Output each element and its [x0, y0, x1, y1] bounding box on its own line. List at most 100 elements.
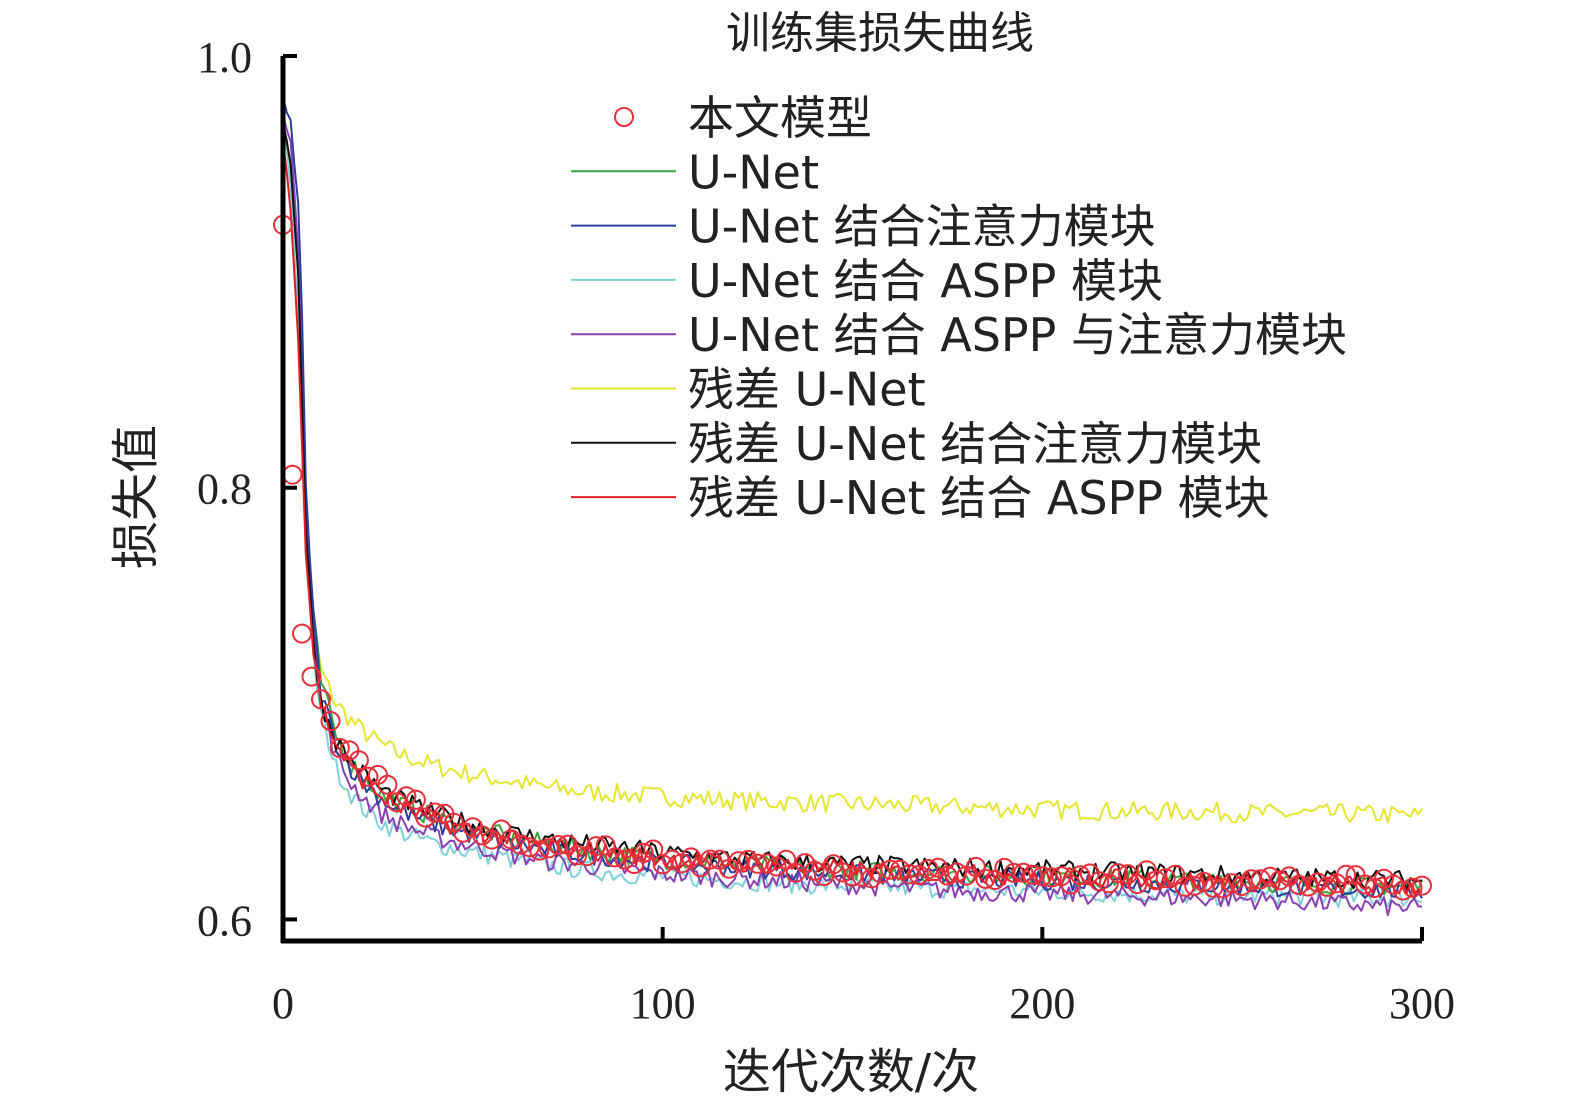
marker-point: [1336, 864, 1357, 885]
marker-point: [643, 839, 664, 860]
series-line-5: [282, 124, 1423, 824]
marker-point: [282, 464, 303, 485]
x-tick-label: 200: [1009, 979, 1075, 1028]
marker-point: [1241, 869, 1262, 890]
marker-point: [453, 822, 474, 843]
marker-point: [1374, 868, 1394, 889]
legend-label-1: U-Net: [688, 145, 819, 199]
marker-point: [1298, 876, 1319, 897]
legend-marker-0: [614, 107, 634, 127]
marker-point: [292, 623, 312, 644]
marker-point: [1260, 866, 1281, 887]
marker-point: [548, 835, 569, 855]
marker-point: [1317, 876, 1338, 897]
legend-label-0: 本文模型: [688, 91, 872, 145]
marker-point: [1003, 862, 1024, 883]
marker-point: [614, 849, 635, 870]
marker-point: [1174, 876, 1195, 897]
x-tick-label: 100: [630, 979, 696, 1028]
marker-point: [1013, 862, 1034, 883]
series-markers-0: [273, 214, 1432, 901]
marker-point: [510, 834, 531, 855]
axes: [280, 56, 1422, 944]
marker-point: [1402, 877, 1423, 898]
marker-point: [424, 802, 445, 823]
y-tick-label: 0.8: [197, 465, 252, 514]
marker-point: [519, 837, 540, 858]
marker-point: [1269, 870, 1290, 891]
marker-point: [1089, 871, 1110, 892]
marker-point: [405, 789, 426, 810]
marker-point: [1146, 870, 1167, 891]
legend-label-3: U-Net 结合 ASPP 模块: [688, 254, 1163, 308]
marker-point: [852, 866, 872, 887]
marker-point: [890, 859, 910, 880]
marker-point: [975, 868, 996, 889]
marker-point: [1070, 865, 1091, 886]
legend-label-4: U-Net 结合 ASPP 与注意力模块: [688, 308, 1347, 362]
marker-point: [842, 866, 863, 887]
marker-point: [320, 711, 341, 731]
marker-point: [529, 840, 550, 861]
marker-point: [804, 860, 825, 881]
marker-point: [1041, 867, 1062, 888]
marker-point: [738, 849, 759, 870]
marker-point: [472, 825, 493, 846]
marker-point: [833, 862, 853, 883]
marker-point: [396, 786, 417, 807]
marker-point: [605, 847, 626, 868]
legend-label-5: 残差 U-Net: [688, 363, 926, 417]
marker-point: [1393, 880, 1413, 901]
marker-point: [994, 857, 1015, 878]
marker-point: [700, 849, 721, 870]
plot-area: [273, 96, 1432, 917]
x-tick-label: 0: [272, 979, 294, 1028]
marker-point: [1022, 864, 1043, 885]
legend-label-6: 残差 U-Net 结合注意力模块: [688, 417, 1262, 471]
marker-point: [567, 845, 588, 866]
marker-point: [1155, 868, 1176, 889]
marker-point: [500, 829, 521, 850]
ticks: 0.6 0.8 1.0 0 100 200 300: [197, 33, 1455, 1028]
y-axis-label: 损失值: [108, 425, 164, 569]
marker-point: [311, 689, 331, 710]
marker-point: [861, 868, 882, 889]
marker-point: [776, 849, 797, 870]
marker-point: [728, 851, 749, 872]
marker-point: [329, 738, 350, 758]
x-tick-label: 300: [1389, 979, 1455, 1028]
marker-point: [633, 842, 654, 863]
marker-point: [1212, 878, 1233, 899]
marker-point: [1307, 872, 1328, 893]
marker-point: [1184, 875, 1205, 896]
marker-point: [662, 849, 683, 870]
marker-point: [377, 774, 398, 795]
marker-point: [1412, 875, 1432, 896]
marker-point: [747, 853, 768, 874]
marker-point: [946, 862, 967, 883]
marker-point: [757, 853, 778, 874]
marker-point: [586, 836, 607, 857]
marker-point: [1203, 877, 1224, 898]
marker-point: [899, 864, 920, 885]
legend-label-7: 残差 U-Net 结合 ASPP 模块: [688, 471, 1270, 525]
marker-point: [348, 750, 369, 771]
marker-point: [1108, 863, 1129, 884]
marker-point: [538, 838, 559, 859]
marker-point: [358, 766, 379, 787]
marker-point: [415, 807, 436, 828]
marker-point: [1193, 871, 1214, 892]
legend-label-2: U-Net 结合注意力模块: [688, 200, 1156, 254]
marker-point: [918, 859, 939, 880]
y-tick-label: 1.0: [197, 33, 252, 82]
y-tick-label: 0.6: [197, 896, 252, 945]
marker-point: [871, 863, 891, 884]
marker-point: [880, 859, 901, 880]
marker-point: [301, 666, 322, 687]
marker-point: [1355, 874, 1375, 895]
marker-point: [1222, 873, 1243, 894]
x-axis-label: 迭代次数/次: [723, 1044, 979, 1100]
marker-point: [1288, 874, 1309, 895]
